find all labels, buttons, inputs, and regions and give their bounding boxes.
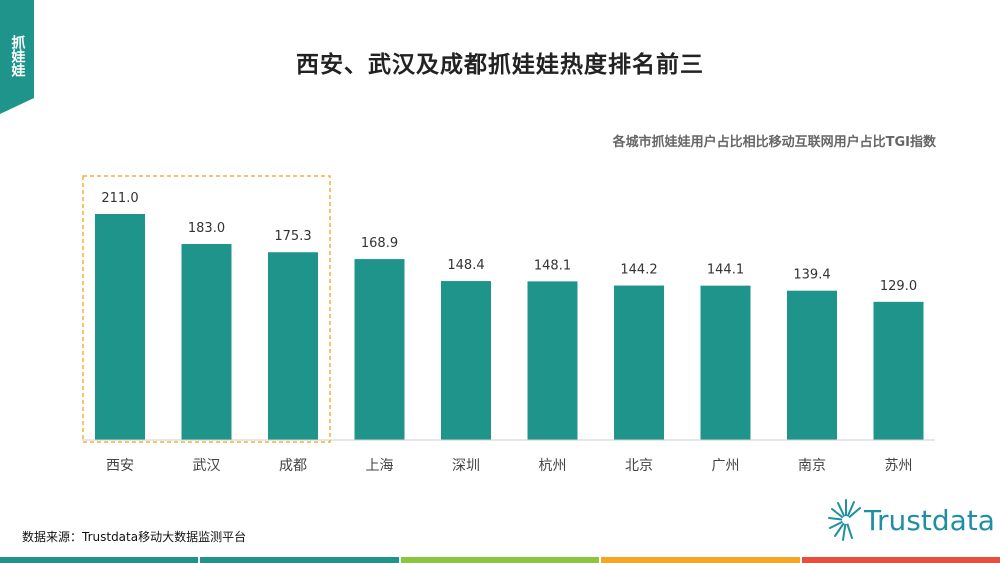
footer-segment-3 (400, 557, 600, 563)
bar-6 (527, 281, 578, 440)
bar-9 (787, 290, 837, 440)
data-source-note: 数据来源：Trustdata移动大数据监测平台 (22, 530, 247, 544)
side-tab: 抓娃娃 (0, 0, 34, 114)
category-label-8: 广州 (712, 458, 740, 474)
category-label-1: 西安 (106, 458, 134, 474)
bar-1 (95, 214, 145, 440)
category-label-2: 武汉 (193, 458, 221, 474)
category-label-4: 上海 (366, 458, 394, 474)
chart-subtitle: 各城市抓娃娃用户占比相比移动互联网用户占比TGI指数 (612, 135, 936, 150)
category-label-6: 杭州 (539, 458, 567, 474)
page-title: 西安、武汉及成都抓娃娃热度排名前三 (296, 52, 704, 78)
footer-segment-5 (801, 557, 1000, 563)
value-label-3: 175.3 (274, 229, 311, 244)
footer-segment-2 (200, 557, 399, 563)
bar-2 (181, 243, 232, 440)
value-label-8: 144.1 (707, 263, 744, 278)
trustdata-logo: Trustdata (826, 496, 995, 548)
footer-segment-1 (0, 557, 199, 563)
bar-7 (614, 285, 664, 440)
footer-segment-4 (601, 557, 800, 563)
bar-4 (354, 259, 405, 440)
category-label-5: 深圳 (452, 458, 480, 474)
side-tab-label: 抓娃娃 (9, 35, 26, 77)
footer-color-stripe (0, 557, 1000, 563)
sunburst-logo-icon (828, 499, 861, 541)
value-label-9: 139.4 (793, 268, 830, 283)
bar-5 (441, 281, 491, 440)
category-label-10: 苏州 (885, 458, 913, 474)
bar-8 (700, 285, 751, 440)
value-label-1: 211.0 (101, 191, 138, 206)
value-label-4: 168.9 (361, 236, 398, 251)
value-label-6: 148.1 (534, 258, 571, 273)
bar-10 (873, 301, 924, 440)
value-label-7: 144.2 (620, 263, 657, 278)
value-label-10: 129.0 (880, 279, 917, 294)
category-label-3: 成都 (279, 458, 307, 474)
value-label-2: 183.0 (188, 221, 225, 236)
category-label-9: 南京 (798, 458, 826, 474)
logo-text: Trustdata (864, 504, 995, 537)
bar-3 (268, 252, 318, 440)
value-label-5: 148.4 (447, 258, 484, 273)
category-label-7: 北京 (625, 458, 653, 474)
top-three-highlight-box (82, 175, 331, 443)
